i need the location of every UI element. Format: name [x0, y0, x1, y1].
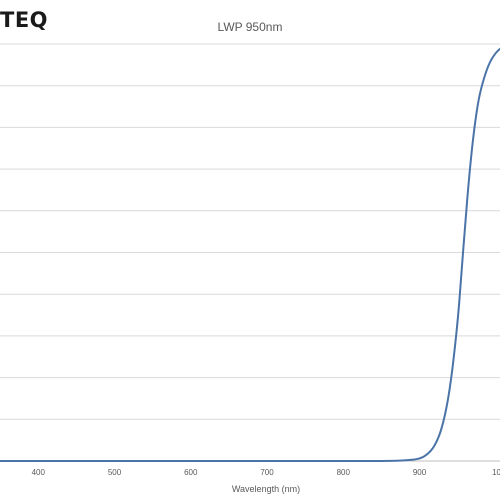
x-tick-label: 500 — [108, 468, 122, 477]
chart-title: LWP 950nm — [217, 20, 283, 34]
x-tick-label: 400 — [32, 468, 46, 477]
x-axis-title: Wavelength (nm) — [232, 484, 300, 494]
series-lines — [0, 47, 500, 463]
x-tick-label: 100 — [492, 468, 500, 477]
x-tick-labels: 400 500 600 700 800 900 100 — [32, 468, 500, 477]
x-tick-label: 800 — [337, 468, 351, 477]
gridlines — [0, 43, 500, 462]
brand-logo: TEQ — [0, 8, 49, 32]
x-tick-label: 600 — [184, 468, 198, 477]
x-tick-label: 900 — [413, 468, 427, 477]
x-tick-label: 700 — [260, 468, 274, 477]
transmission-line — [0, 47, 500, 463]
